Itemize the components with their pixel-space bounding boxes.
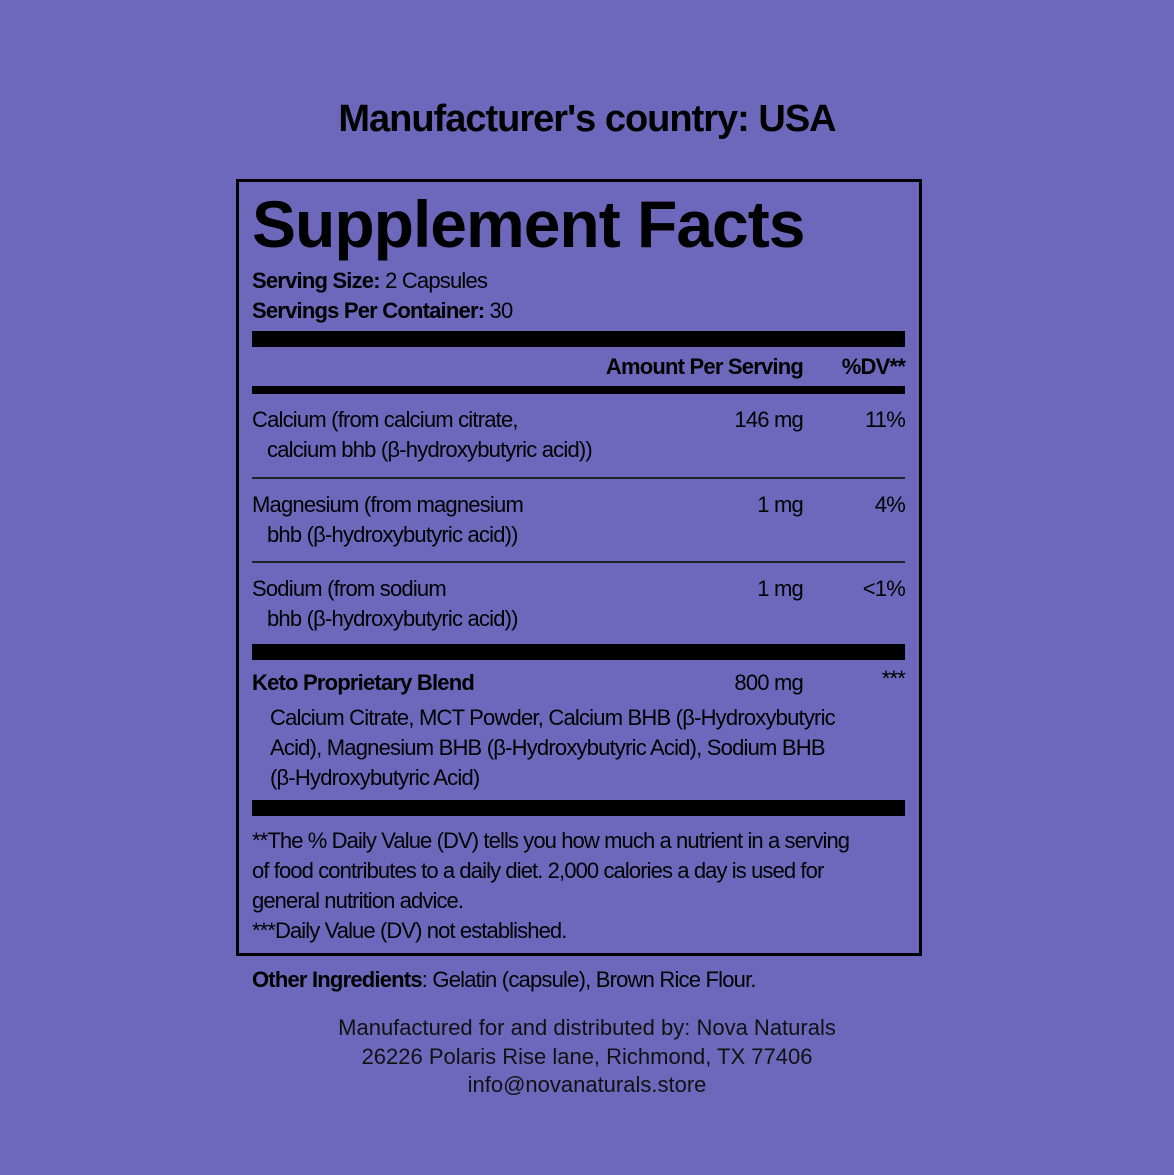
divider-thick <box>252 644 905 660</box>
footnote-line: **The % Daily Value (DV) tells you how m… <box>252 828 850 853</box>
nutrient-name-cont: bhb (β-hydroxybutyric acid)) <box>267 606 518 631</box>
other-ingredients: Other Ingredients: Gelatin (capsule), Br… <box>252 967 757 993</box>
nutrient-name: Sodium (from sodium <box>252 576 447 601</box>
serving-size-value: 2 Capsules <box>379 268 488 293</box>
nutrient-name: Magnesium (from magnesium <box>252 492 524 517</box>
serving-size: Serving Size: 2 Capsules <box>252 268 488 294</box>
servings-label: Servings Per Container: <box>252 298 485 323</box>
servings-value: 30 <box>484 298 514 323</box>
blend-amount: 800 mg <box>734 670 803 695</box>
nutrient-name-cont: calcium bhb (β-hydroxybutyric acid)) <box>267 437 593 462</box>
dv-column-header: %DV** <box>841 354 906 379</box>
servings-per-container: Servings Per Container: 30 <box>252 298 514 324</box>
other-ingredients-label: Other Ingredients <box>252 967 423 992</box>
footnote-line: of food contributes to a daily diet. 2,0… <box>252 858 824 883</box>
footnotes: **The % Daily Value (DV) tells you how m… <box>252 826 912 946</box>
blend-ingredients: Acid), Magnesium BHB (β-Hydroxybutyric A… <box>270 735 826 760</box>
blend-dv: *** <box>881 666 906 691</box>
panel-title: Supplement Facts <box>252 187 805 261</box>
nutrient-amount: 1 mg <box>757 492 804 517</box>
manufacturer-info: Manufactured for and distributed by: Nov… <box>0 1014 1174 1100</box>
nutrient-dv: <1% <box>862 576 906 601</box>
supplement-facts-panel <box>236 179 922 956</box>
nutrient-dv: 11% <box>865 407 906 432</box>
manufacturer-address: 26226 Polaris Rise lane, Richmond, TX 77… <box>361 1043 813 1069</box>
manufacturer-line: Manufactured for and distributed by: Nov… <box>338 1015 836 1040</box>
divider-thick <box>252 331 905 347</box>
footnote-line: general nutrition advice. <box>252 888 464 913</box>
divider-medium <box>252 386 905 394</box>
nutrient-amount: 1 mg <box>757 576 804 601</box>
other-ingredients-value: : Gelatin (capsule), Brown Rice Flour. <box>421 967 757 992</box>
nutrient-name-cont: bhb (β-hydroxybutyric acid)) <box>267 522 518 547</box>
row-divider <box>252 477 905 479</box>
country-heading: Manufacturer's country: USA <box>338 98 836 140</box>
row-divider <box>252 561 905 563</box>
amount-column-header: Amount Per Serving <box>605 354 804 379</box>
nutrient-dv: 4% <box>874 492 906 517</box>
nutrient-name: Calcium (from calcium citrate, <box>252 407 519 432</box>
blend-ingredients: Calcium Citrate, MCT Powder, Calcium BHB… <box>270 705 836 730</box>
blend-ingredients: (β-Hydroxybutyric Acid) <box>270 765 480 790</box>
blend-name: Keto Proprietary Blend <box>252 670 475 695</box>
nutrient-amount: 146 mg <box>734 407 803 432</box>
divider-thick <box>252 800 905 816</box>
footnote-line: ***Daily Value (DV) not established. <box>252 918 567 943</box>
serving-size-label: Serving Size: <box>252 268 381 293</box>
manufacturer-email[interactable]: info@novanaturals.store <box>467 1072 707 1097</box>
